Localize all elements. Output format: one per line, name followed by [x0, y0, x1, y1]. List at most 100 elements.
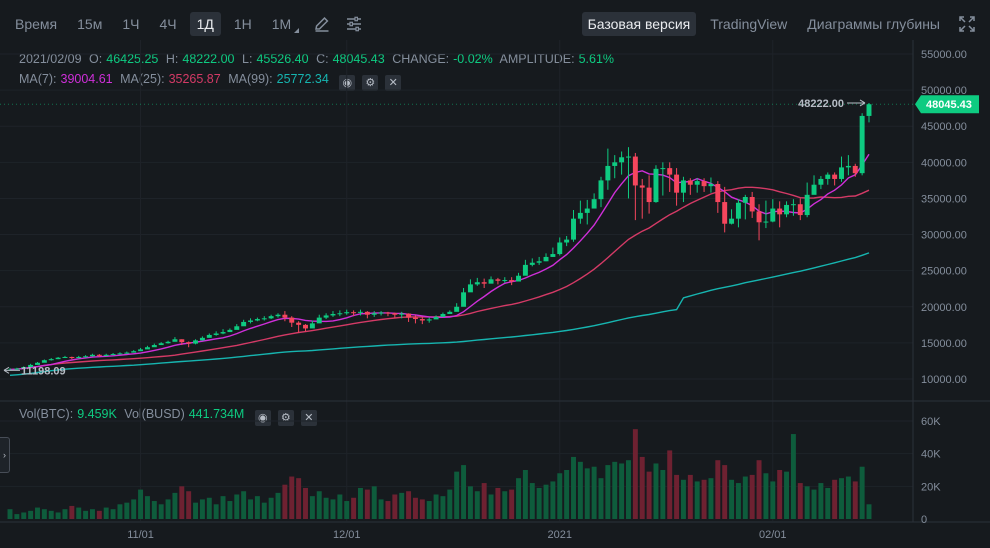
- volume-bar: [158, 504, 164, 519]
- candle-body: [557, 242, 563, 255]
- candle-body: [241, 321, 247, 327]
- candle-body: [461, 292, 467, 307]
- volume-bar: [289, 476, 295, 519]
- candle-body: [832, 174, 838, 179]
- candle-body: [406, 313, 412, 318]
- candle-body: [419, 319, 425, 321]
- ma99-label: MA(99):: [228, 72, 273, 86]
- volume-bar: [426, 501, 432, 519]
- ohlc-date: 2021/02/09: [19, 52, 82, 66]
- volume-bar: [646, 471, 652, 519]
- timeframe-5[interactable]: 1Н: [233, 16, 252, 32]
- candle-body: [55, 357, 61, 360]
- candle-body: [392, 313, 398, 315]
- volume-bar: [433, 494, 439, 519]
- candle-body: [261, 318, 267, 320]
- volume-bar: [522, 470, 528, 519]
- timeframe-1[interactable]: 15м: [77, 16, 103, 32]
- volume-bar: [763, 473, 769, 519]
- view-tab-1[interactable]: TradingView: [710, 16, 788, 32]
- candle-body: [742, 197, 748, 203]
- volume-bar: [680, 479, 686, 519]
- settings-sliders-icon[interactable]: [340, 10, 368, 38]
- volume-bar: [199, 499, 205, 519]
- candle-body: [110, 354, 116, 356]
- volume-tick-label: 20K: [921, 481, 941, 493]
- high-marker-label: 48222.00: [798, 98, 844, 110]
- candle-body: [454, 306, 460, 312]
- volume-bar: [735, 483, 741, 519]
- candle-body: [467, 284, 473, 293]
- candle-body: [839, 167, 844, 179]
- view-switcher: Базовая версия TradingView Диаграммы глуби…: [574, 10, 990, 38]
- volume-bar: [770, 481, 776, 519]
- volume-bar: [213, 504, 219, 519]
- candle-body: [275, 314, 281, 317]
- volume-bar: [282, 484, 288, 519]
- volume-bar: [832, 479, 838, 519]
- open-value: 46425.25: [106, 52, 159, 66]
- candle-body: [612, 162, 618, 166]
- volume-bar: [303, 487, 308, 519]
- volume-bar: [667, 450, 673, 519]
- candle-body: [227, 329, 233, 333]
- timeframe-3[interactable]: 4Ч: [159, 16, 177, 32]
- candle-body: [852, 165, 858, 174]
- vol-close-icon[interactable]: ✕: [300, 410, 317, 426]
- ma99-line: [9, 252, 870, 376]
- ma7-line: [9, 153, 870, 371]
- volume-bar: [564, 470, 570, 519]
- chevron-right-icon: ›: [3, 450, 6, 460]
- side-panel-toggle[interactable]: ›: [0, 437, 10, 473]
- settings-icon[interactable]: ⚙: [362, 75, 379, 91]
- volume-bar: [234, 494, 240, 519]
- candle-body: [303, 324, 308, 329]
- volume-bar: [605, 465, 611, 519]
- view-tab-0[interactable]: Базовая версия: [581, 12, 697, 36]
- ma7-value: 39004.61: [60, 72, 113, 86]
- candle-body: [206, 334, 212, 338]
- candle-body: [337, 313, 343, 315]
- volume-bar: [777, 470, 783, 519]
- vol-settings-icon[interactable]: ⚙: [277, 410, 294, 426]
- timeframe-4[interactable]: 1Д: [189, 12, 221, 36]
- volume-bar: [28, 510, 34, 519]
- candle-body: [818, 178, 824, 185]
- candle-body: [687, 180, 693, 185]
- candle-body: [234, 326, 240, 330]
- timeframe-2[interactable]: 1Ч: [122, 16, 140, 32]
- candle-body: [165, 341, 171, 344]
- pencil-icon[interactable]: [308, 10, 336, 38]
- volume-bar: [96, 510, 102, 519]
- candle-body: [151, 345, 157, 348]
- volume-bar: [481, 483, 487, 519]
- candle-body: [289, 317, 295, 323]
- price-tick-label: 20000.00: [921, 302, 967, 314]
- volume-bar: [76, 507, 82, 519]
- view-tab-2[interactable]: Диаграммы глубины: [807, 16, 940, 32]
- volume-bar: [461, 465, 467, 519]
- close-icon[interactable]: ✕: [385, 75, 402, 91]
- close-value: 48045.43: [332, 52, 385, 66]
- timeframe-6[interactable]: 1М: [265, 12, 300, 36]
- candle-body: [584, 208, 590, 213]
- volume-bar: [715, 460, 721, 519]
- fullscreen-icon[interactable]: [952, 10, 982, 38]
- candle-body: [412, 317, 418, 320]
- eye-icon[interactable]: ◉: [339, 75, 356, 91]
- volume-bar: [742, 476, 748, 519]
- volume-bar: [110, 509, 116, 519]
- candle-body: [564, 239, 570, 243]
- candle-body: [591, 199, 597, 209]
- volume-bar: [598, 478, 604, 519]
- vol-eye-icon[interactable]: ◉: [254, 410, 271, 426]
- candle-body: [426, 319, 432, 321]
- candle-body: [577, 212, 583, 219]
- price-tick-label: 15000.00: [921, 338, 967, 350]
- ohlc-legend: 2021/02/09 O: 46425.25 H: 48222.00 L: 45526…: [19, 52, 618, 66]
- candle-body: [14, 368, 20, 370]
- candle-body: [701, 181, 707, 187]
- timeframe-0[interactable]: Время: [15, 16, 58, 32]
- vol-busd-label: Vol(BUSD): [124, 407, 185, 421]
